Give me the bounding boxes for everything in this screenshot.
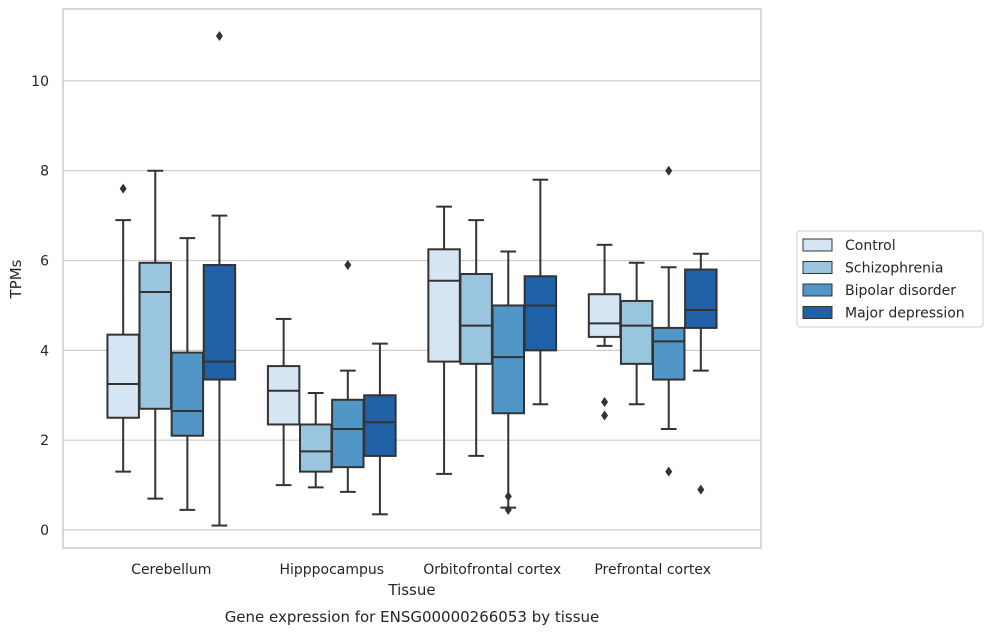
box [202,30,237,527]
legend: Control Schizophrenia Bipolar disorder Majo… [796,230,984,328]
legend-label: Major depression [845,306,965,322]
box-body [459,273,493,365]
legend-item: Control [802,238,896,254]
y-tick-label: 8 [40,164,49,180]
box-body [684,268,718,329]
outlier-point [504,504,512,515]
legend-swatch [802,261,833,274]
y-gridlines [63,80,761,531]
box-body [331,398,365,469]
series-bipolar-disorder [170,165,686,515]
box [684,252,718,495]
box-body [652,326,686,381]
plot-area-frame [62,8,762,549]
legend-swatch [802,306,833,319]
legend-label: Control [845,238,896,254]
legend-label: Bipolar disorder [845,283,956,299]
box [491,250,526,515]
y-tick-label: 10 [31,74,49,90]
figure-caption: Gene expression for ENSG00000266053 by t… [225,608,600,626]
box [298,392,333,489]
x-axis-label: Tissue [387,581,435,599]
outlier-point [665,165,673,176]
series-control [106,183,622,487]
box-body [587,293,622,338]
legend-swatch [802,283,833,297]
box [138,169,172,500]
box-body [491,304,526,415]
outlier-point [215,30,223,41]
y-tick-label: 4 [40,343,49,359]
box [619,261,654,406]
box-body [202,264,237,381]
box-body [106,333,140,419]
outlier-point [601,410,609,421]
box-body [523,275,558,352]
outlier-point [601,397,609,408]
outlier-point [697,484,705,495]
series-major-depression [202,30,718,527]
box-body [298,423,333,473]
box-body [138,261,172,410]
box [459,219,493,457]
legend-frame [796,230,984,328]
box-body [170,351,205,437]
y-tick-label: 2 [40,433,49,449]
legend-item: Bipolar disorder [802,283,956,299]
box [331,260,365,493]
outlier-point [344,260,352,271]
box [170,237,205,511]
box-body [427,248,461,363]
y-tick-labels: 0 2 4 6 8 10 [31,74,49,539]
box [427,205,461,475]
x-tick-label: Hipppocampus [279,562,384,578]
outlier-point [665,466,673,477]
outlier-point [119,183,127,194]
box [266,317,301,487]
x-tick-label: Prefrontal cortex [594,562,711,578]
box-body [619,299,654,365]
box [106,183,140,473]
outlier-point [504,491,512,502]
legend-swatch [802,238,833,252]
legend-item: Schizophrenia [802,261,943,277]
box-body [363,394,397,457]
box [363,342,397,516]
legend-item: Major depression [802,306,965,322]
box-plot-series [106,30,718,527]
box [652,165,686,477]
x-tick-label: Orbitofrontal cortex [423,562,561,578]
box [523,178,558,406]
y-tick-label: 6 [40,254,49,270]
legend-label: Schizophrenia [845,261,943,277]
box [587,243,622,421]
x-tick-labels: Cerebellum Hipppocampus Orbitofrontal cort… [131,562,711,578]
y-tick-label: 0 [40,523,49,539]
x-tick-label: Cerebellum [131,562,211,578]
y-axis-label: TPMs [7,259,25,299]
box-body [266,365,301,426]
